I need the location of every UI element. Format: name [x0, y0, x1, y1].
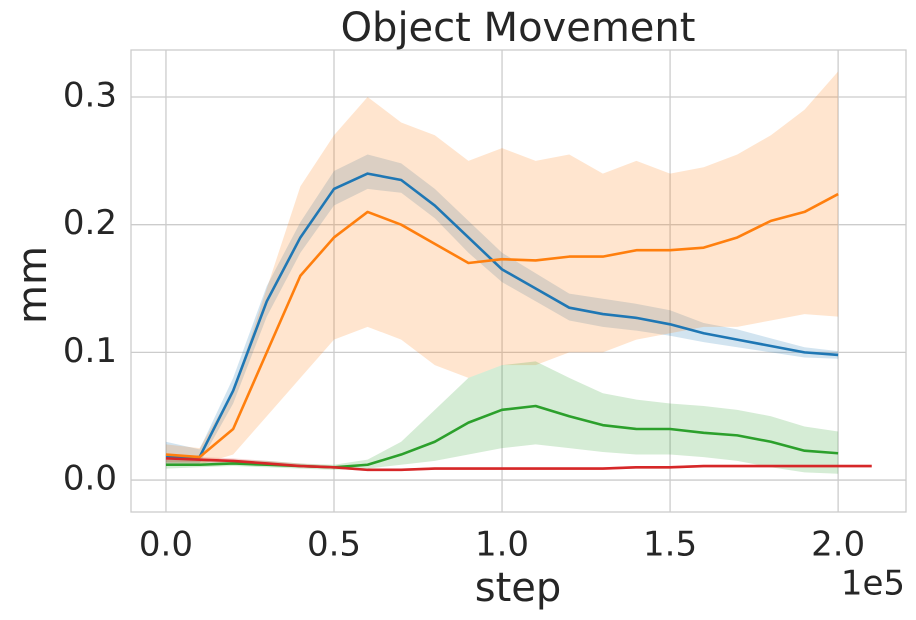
x-tick-label: 1.5: [643, 525, 697, 565]
y-tick-label: 0.3: [63, 75, 117, 115]
x-tick-label: 2.0: [811, 525, 865, 565]
y-tick-label: 0.1: [63, 331, 117, 371]
plot-area: [130, 49, 907, 513]
x-axis-label: step: [475, 565, 562, 611]
y-tick-label: 0.2: [63, 203, 117, 243]
confidence-band: [165, 361, 839, 474]
x-tick-label: 0.5: [307, 525, 361, 565]
x-offset-label: 1e5: [841, 564, 905, 604]
y-tick-label: 0.0: [63, 459, 117, 499]
series-line: [165, 457, 872, 472]
x-tick-label: 1.0: [475, 525, 529, 565]
x-tick-label: 0.0: [139, 525, 193, 565]
chart-title: Object Movement: [341, 5, 696, 51]
series-line: [165, 172, 839, 459]
series-line: [165, 192, 839, 459]
y-axis-label: mm: [10, 246, 56, 324]
